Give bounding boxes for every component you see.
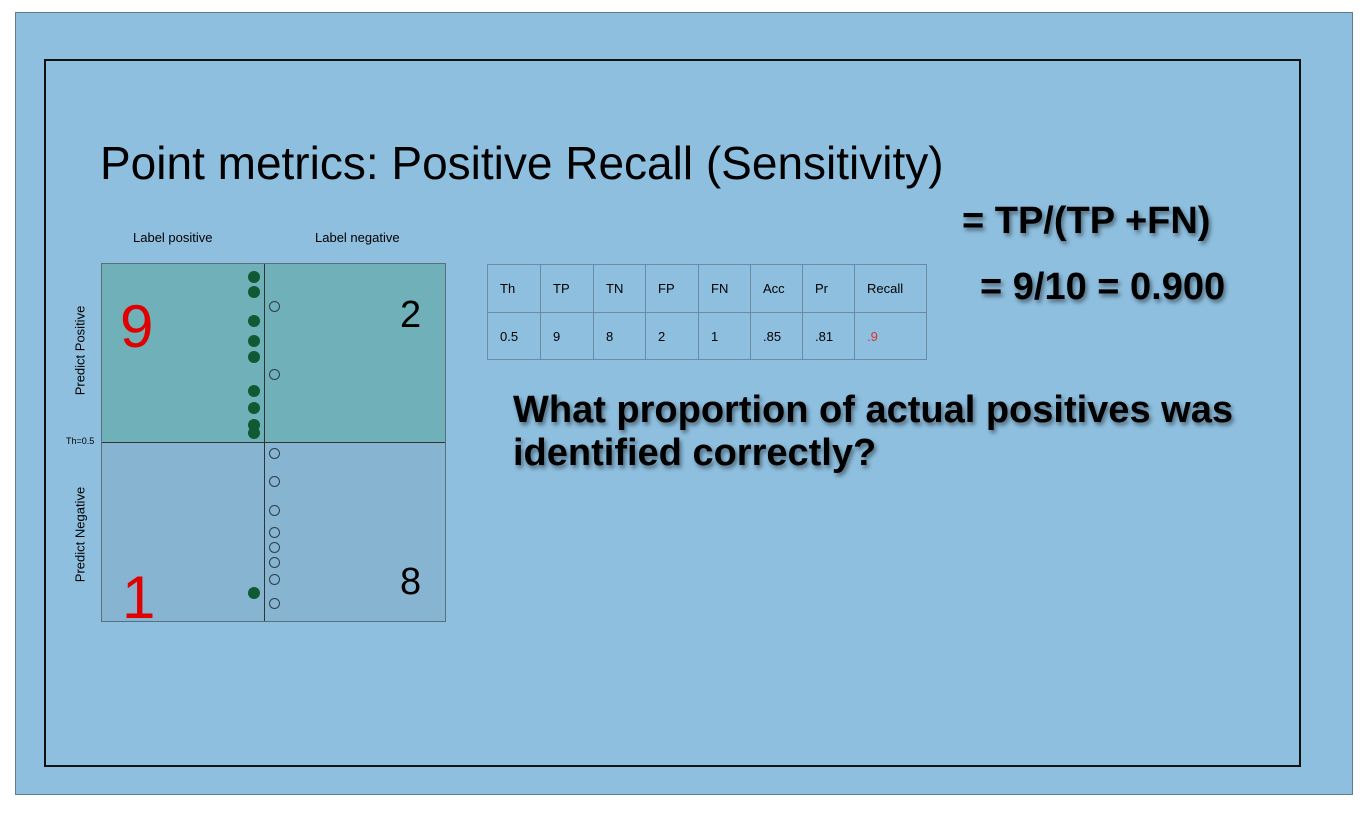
negative-example-dot bbox=[269, 598, 280, 609]
true-negative-count: 8 bbox=[400, 561, 422, 603]
recall-formula: = TP/(TP +FN) bbox=[962, 200, 1211, 242]
negative-example-dot bbox=[269, 527, 280, 538]
positive-example-dot bbox=[248, 351, 260, 363]
threshold-label: Th=0.5 bbox=[66, 436, 95, 446]
table-row: 0.5 9 8 2 1 .85 .81 .9 bbox=[487, 312, 927, 360]
question-text: What proportion of actual positives was … bbox=[513, 389, 1233, 474]
header-recall: Recall bbox=[854, 264, 927, 313]
positive-example-dot bbox=[248, 385, 260, 397]
negative-example-dot bbox=[269, 574, 280, 585]
true-positive-quadrant bbox=[102, 264, 445, 443]
cell-fn: 1 bbox=[698, 312, 751, 360]
threshold-line bbox=[102, 442, 445, 443]
confusion-matrix-border bbox=[101, 263, 446, 622]
negative-example-dot bbox=[269, 448, 280, 459]
positive-example-dot bbox=[248, 587, 260, 599]
true-positive-count: 9 bbox=[120, 293, 154, 360]
positive-example-dot bbox=[248, 315, 260, 327]
negative-example-dot bbox=[269, 542, 280, 553]
positive-example-dot bbox=[248, 271, 260, 283]
slide-title: Point metrics: Positive Recall (Sensitiv… bbox=[100, 137, 944, 189]
negative-example-dot bbox=[269, 476, 280, 487]
negative-example-dot bbox=[269, 369, 280, 380]
cell-recall: .9 bbox=[854, 312, 927, 360]
metrics-table: Th TP TN FP FN Acc Pr Recall 0.5 9 8 2 1… bbox=[487, 264, 927, 360]
header-acc: Acc bbox=[750, 264, 803, 313]
false-negative-count: 1 bbox=[122, 564, 156, 631]
positive-example-dot bbox=[248, 335, 260, 347]
false-positive-count: 2 bbox=[400, 294, 422, 336]
label-negative-header: Label negative bbox=[315, 230, 400, 245]
header-fp: FP bbox=[645, 264, 699, 313]
recall-value: = 9/10 = 0.900 bbox=[980, 266, 1226, 308]
negative-example-dot bbox=[269, 301, 280, 312]
header-fn: FN bbox=[698, 264, 751, 313]
cell-tp: 9 bbox=[540, 312, 594, 360]
label-positive-header: Label positive bbox=[133, 230, 213, 245]
table-header-row: Th TP TN FP FN Acc Pr Recall bbox=[487, 264, 927, 313]
positive-example-dot bbox=[248, 402, 260, 414]
negative-example-dot bbox=[269, 505, 280, 516]
positive-example-dot bbox=[248, 286, 260, 298]
predict-positive-label: Predict Positive bbox=[72, 305, 88, 396]
cell-pr: .81 bbox=[802, 312, 855, 360]
header-th: Th bbox=[487, 264, 541, 313]
cell-th: 0.5 bbox=[487, 312, 541, 360]
negative-example-dot bbox=[269, 557, 280, 568]
slide-frame bbox=[44, 59, 1301, 767]
positive-example-dot bbox=[248, 427, 260, 439]
predict-negative-label: Predict Negative bbox=[72, 486, 88, 583]
cell-tn: 8 bbox=[593, 312, 646, 360]
cell-fp: 2 bbox=[645, 312, 699, 360]
header-tp: TP bbox=[540, 264, 594, 313]
cell-acc: .85 bbox=[750, 312, 803, 360]
header-tn: TN bbox=[593, 264, 646, 313]
header-pr: Pr bbox=[802, 264, 855, 313]
